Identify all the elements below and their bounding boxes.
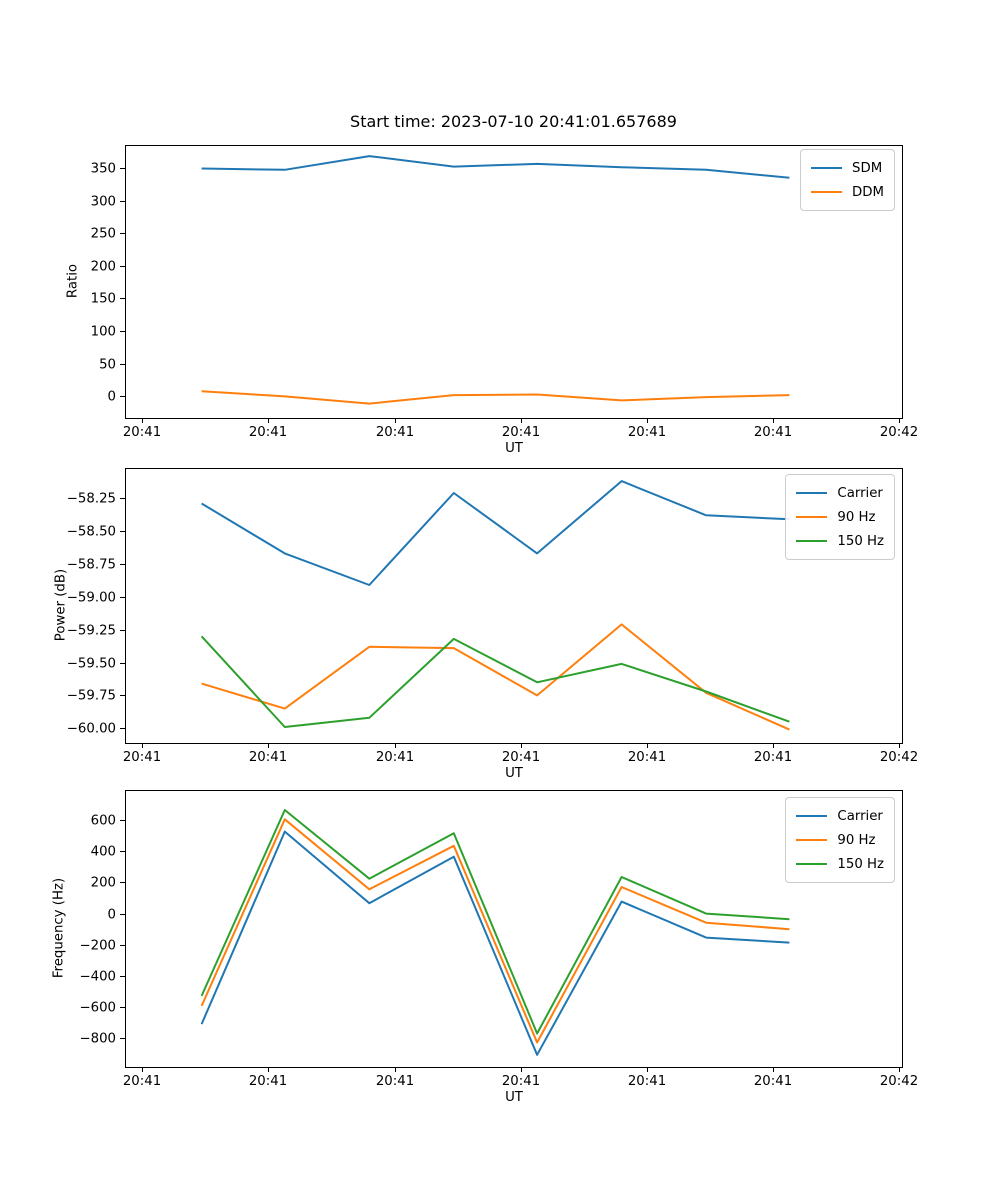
y-tick-label: 100 bbox=[90, 324, 116, 339]
legend-label-carrier: Carrier bbox=[837, 808, 883, 824]
y-tick-label: −200 bbox=[79, 938, 116, 953]
legend-line-sample-90-hz bbox=[796, 516, 828, 518]
axes-frame bbox=[125, 790, 903, 1068]
y-tick-label: −60.00 bbox=[66, 721, 116, 736]
y-tick-label: 50 bbox=[99, 357, 116, 372]
y-tick-label: 0 bbox=[107, 907, 116, 922]
x-tick-label: 20:42 bbox=[879, 750, 919, 765]
x-axis-label-ut-2: UT bbox=[505, 766, 523, 781]
x-axis-label-ut-1: UT bbox=[505, 441, 523, 456]
x-tick-label: 20:41 bbox=[248, 1074, 288, 1089]
legend-line-sample-carrier bbox=[796, 492, 828, 494]
x-tick-label: 20:41 bbox=[375, 425, 415, 440]
y-tick-label: 300 bbox=[90, 194, 116, 209]
legend-label-sdm: SDM bbox=[852, 160, 883, 176]
legend-entry: 150 Hz bbox=[796, 530, 884, 552]
legend-line-sample-carrier bbox=[796, 815, 828, 817]
x-tick-label: 20:41 bbox=[627, 425, 667, 440]
y-tick-label: −58.50 bbox=[66, 524, 116, 539]
x-tick-label: 20:42 bbox=[879, 1074, 919, 1089]
x-tick-label: 20:41 bbox=[122, 1074, 162, 1089]
x-tick-label: 20:41 bbox=[375, 750, 415, 765]
x-tick-label: 20:41 bbox=[501, 1074, 541, 1089]
legend-entry: DDM bbox=[811, 181, 884, 203]
x-tick-label: 20:41 bbox=[501, 425, 541, 440]
y-tick-label: 150 bbox=[90, 291, 116, 306]
y-tick-label: 400 bbox=[90, 844, 116, 859]
y-tick-label: 600 bbox=[90, 813, 116, 828]
x-tick-label: 20:41 bbox=[753, 750, 793, 765]
legend-entry: Carrier bbox=[796, 805, 884, 827]
y-tick-label: 200 bbox=[90, 259, 116, 274]
legend-line-sample-sdm bbox=[811, 167, 843, 169]
x-tick-label: 20:41 bbox=[753, 1074, 793, 1089]
legend-label-90-hz: 90 Hz bbox=[837, 509, 876, 525]
x-tick-label: 20:41 bbox=[627, 750, 667, 765]
series-line-150-hz bbox=[200, 635, 790, 728]
series-line-150-hz bbox=[200, 809, 790, 1035]
legend-entry: SDM bbox=[811, 157, 884, 179]
legend-entry: 150 Hz bbox=[796, 853, 884, 875]
x-tick-label: 20:42 bbox=[879, 425, 919, 440]
x-tick-label: 20:41 bbox=[753, 425, 793, 440]
series-line-carrier bbox=[201, 480, 790, 586]
x-tick-label: 20:41 bbox=[248, 425, 288, 440]
y-tick-label: −400 bbox=[79, 969, 116, 984]
legend: Carrier 90 Hz 150 Hz bbox=[785, 474, 895, 560]
x-axis-label-ut-3: UT bbox=[505, 1090, 523, 1105]
y-tick-label: −600 bbox=[79, 1000, 116, 1015]
figure-title: Start time: 2023-07-10 20:41:01.657689 bbox=[350, 112, 677, 131]
x-tick-label: 20:41 bbox=[122, 425, 162, 440]
legend-label-90-hz: 90 Hz bbox=[837, 832, 876, 848]
x-tick-label: 20:41 bbox=[248, 750, 288, 765]
y-tick-label: −58.75 bbox=[66, 557, 116, 572]
legend-label-carrier: Carrier bbox=[837, 485, 883, 501]
legend-label-150-hz: 150 Hz bbox=[837, 533, 884, 549]
legend: Carrier 90 Hz 150 Hz bbox=[785, 797, 895, 883]
series-line-sdm bbox=[201, 155, 790, 179]
legend: SDM DDM bbox=[800, 149, 895, 211]
y-tick-label: −58.25 bbox=[66, 491, 116, 506]
legend-entry: 90 Hz bbox=[796, 506, 884, 528]
y-tick-label: 250 bbox=[90, 226, 116, 241]
x-tick-label: 20:41 bbox=[627, 1074, 667, 1089]
legend-line-sample-ddm bbox=[811, 191, 843, 193]
series-line-90-hz bbox=[201, 623, 790, 731]
x-tick-label: 20:41 bbox=[122, 750, 162, 765]
y-axis-label-frequency: Frequency (Hz) bbox=[51, 877, 67, 979]
legend-entry: Carrier bbox=[796, 482, 884, 504]
y-tick-label: 350 bbox=[90, 161, 116, 176]
y-tick-label: −59.00 bbox=[66, 590, 116, 605]
legend-label-ddm: DDM bbox=[852, 184, 884, 200]
y-tick-label: −59.25 bbox=[66, 623, 116, 638]
legend-line-sample-150-hz bbox=[796, 540, 828, 542]
legend-line-sample-90-hz bbox=[796, 839, 828, 841]
x-tick-label: 20:41 bbox=[375, 1074, 415, 1089]
y-tick-label: −59.75 bbox=[66, 688, 116, 703]
y-tick-label: 200 bbox=[90, 875, 116, 890]
series-line-ddm bbox=[201, 390, 790, 405]
legend-entry: 90 Hz bbox=[796, 829, 884, 851]
legend-label-150-hz: 150 Hz bbox=[837, 856, 884, 872]
legend-line-sample-150-hz bbox=[796, 863, 828, 865]
y-tick-label: −59.50 bbox=[66, 656, 116, 671]
y-tick-label: −800 bbox=[79, 1031, 116, 1046]
axes-frame bbox=[125, 468, 903, 744]
series-line-90-hz bbox=[200, 818, 790, 1044]
y-tick-label: 0 bbox=[107, 389, 116, 404]
axes-frame bbox=[125, 145, 903, 419]
series-line-carrier bbox=[200, 830, 790, 1056]
x-tick-label: 20:41 bbox=[501, 750, 541, 765]
